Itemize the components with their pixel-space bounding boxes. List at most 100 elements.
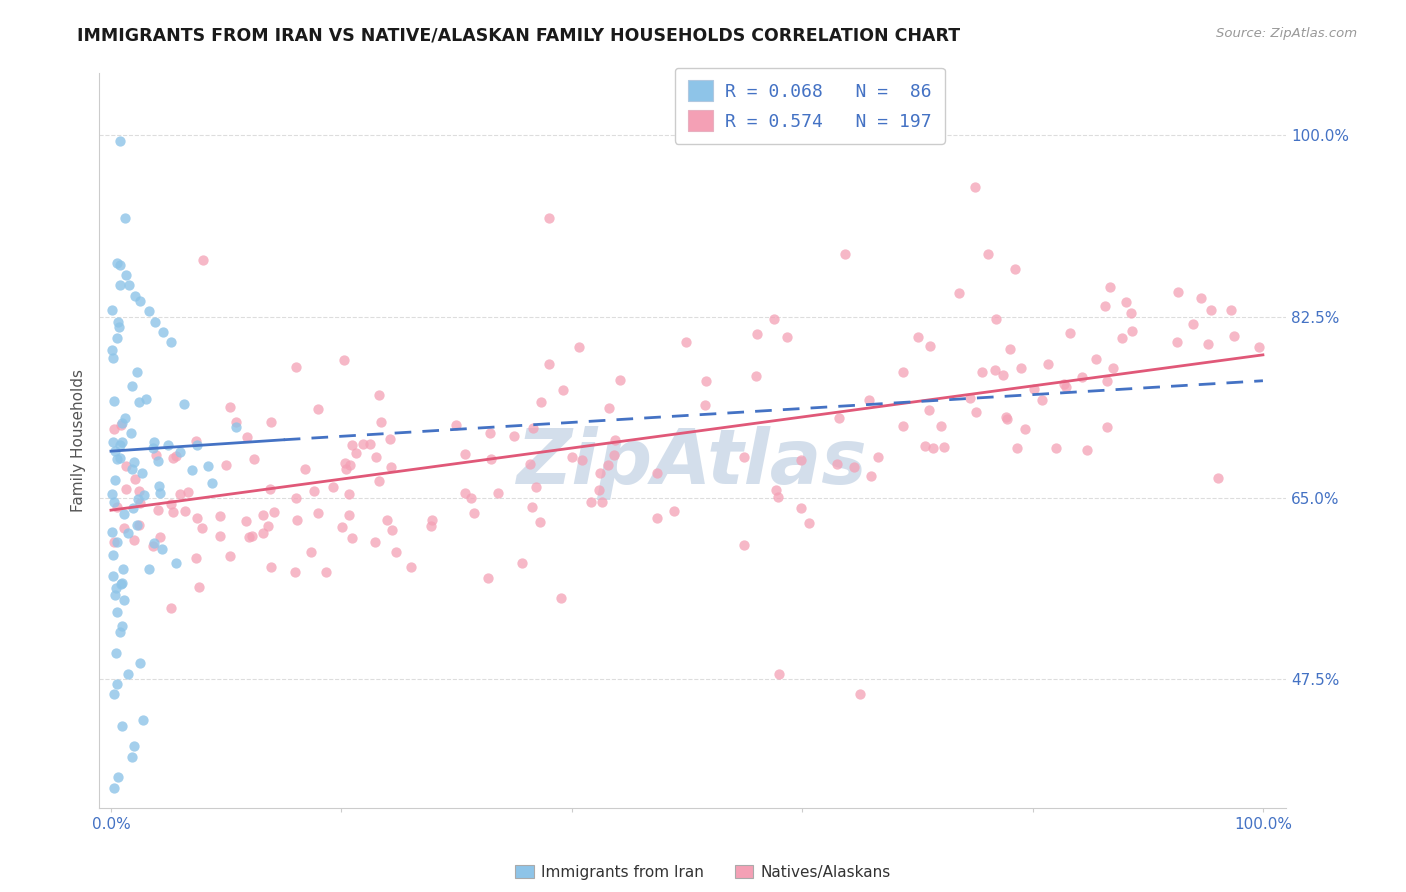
Point [260, 415, 283, 429]
Point [1094, 299, 1116, 313]
Point [340, 438, 363, 452]
Point [561, 450, 583, 465]
Point [1014, 422, 1036, 436]
Point [263, 505, 285, 519]
Point [157, 438, 180, 452]
Legend: R = 0.068   N =  86, R = 0.574   N = 197: R = 0.068 N = 86, R = 0.574 N = 197 [675, 68, 945, 144]
Point [790, 501, 813, 516]
Point [142, 441, 165, 455]
Point [959, 391, 981, 405]
Point [184, 551, 207, 566]
Point [101, 487, 124, 501]
Point [105, 581, 128, 595]
Point [891, 365, 914, 379]
Point [995, 410, 1018, 425]
Point [214, 458, 236, 472]
Point [984, 312, 1007, 326]
Point [160, 601, 183, 615]
Point [177, 484, 200, 499]
Point [868, 450, 890, 465]
Point [503, 429, 526, 443]
Point [367, 474, 389, 488]
Point [304, 484, 326, 499]
Point [745, 368, 768, 383]
Point [1206, 471, 1229, 485]
Point [104, 473, 127, 487]
Point [605, 434, 627, 448]
Point [591, 495, 613, 509]
Point [225, 420, 247, 434]
Point [550, 591, 572, 605]
Point [998, 342, 1021, 356]
Point [111, 575, 134, 590]
Point [1010, 361, 1032, 376]
Point [530, 395, 553, 409]
Point [1111, 331, 1133, 345]
Point [111, 417, 134, 431]
Point [891, 419, 914, 434]
Point [128, 395, 150, 409]
Point [921, 441, 943, 455]
Point [138, 561, 160, 575]
Point [235, 514, 257, 528]
Legend: Immigrants from Iran, Natives/Alaskans: Immigrants from Iran, Natives/Alaskans [510, 860, 896, 884]
Point [339, 458, 361, 473]
Point [337, 487, 360, 501]
Point [209, 528, 232, 542]
Point [162, 450, 184, 465]
Point [598, 458, 620, 472]
Point [135, 392, 157, 407]
Point [284, 565, 307, 579]
Point [285, 360, 308, 375]
Point [160, 335, 183, 350]
Point [169, 445, 191, 459]
Point [1004, 262, 1026, 277]
Point [537, 211, 560, 226]
Point [1031, 393, 1053, 408]
Point [359, 436, 381, 450]
Point [105, 500, 128, 514]
Point [173, 397, 195, 411]
Point [186, 511, 208, 525]
Point [1045, 442, 1067, 456]
Point [186, 438, 208, 452]
Point [252, 508, 274, 522]
Point [1059, 326, 1081, 340]
Point [589, 467, 612, 481]
Point [103, 422, 125, 436]
Point [645, 466, 668, 480]
Point [765, 483, 787, 497]
Point [107, 770, 129, 784]
Point [381, 523, 404, 537]
Point [1167, 285, 1189, 300]
Point [142, 536, 165, 550]
Point [420, 513, 443, 527]
Point [825, 457, 848, 471]
Point [1247, 340, 1270, 354]
Point [256, 518, 278, 533]
Point [131, 466, 153, 480]
Point [114, 211, 136, 226]
Point [1095, 420, 1118, 434]
Point [695, 398, 717, 412]
Point [218, 400, 240, 414]
Point [920, 339, 942, 353]
Point [510, 557, 533, 571]
Point [101, 524, 124, 539]
Point [101, 435, 124, 450]
Point [152, 325, 174, 339]
Point [307, 401, 329, 416]
Point [579, 495, 602, 509]
Point [479, 451, 502, 466]
Point [695, 374, 717, 388]
Point [1189, 292, 1212, 306]
Point [103, 535, 125, 549]
Point [115, 268, 138, 282]
Point [380, 460, 402, 475]
Point [907, 330, 929, 344]
Point [568, 340, 591, 354]
Point [238, 530, 260, 544]
Point [294, 461, 316, 475]
Point [399, 560, 422, 574]
Point [111, 435, 134, 450]
